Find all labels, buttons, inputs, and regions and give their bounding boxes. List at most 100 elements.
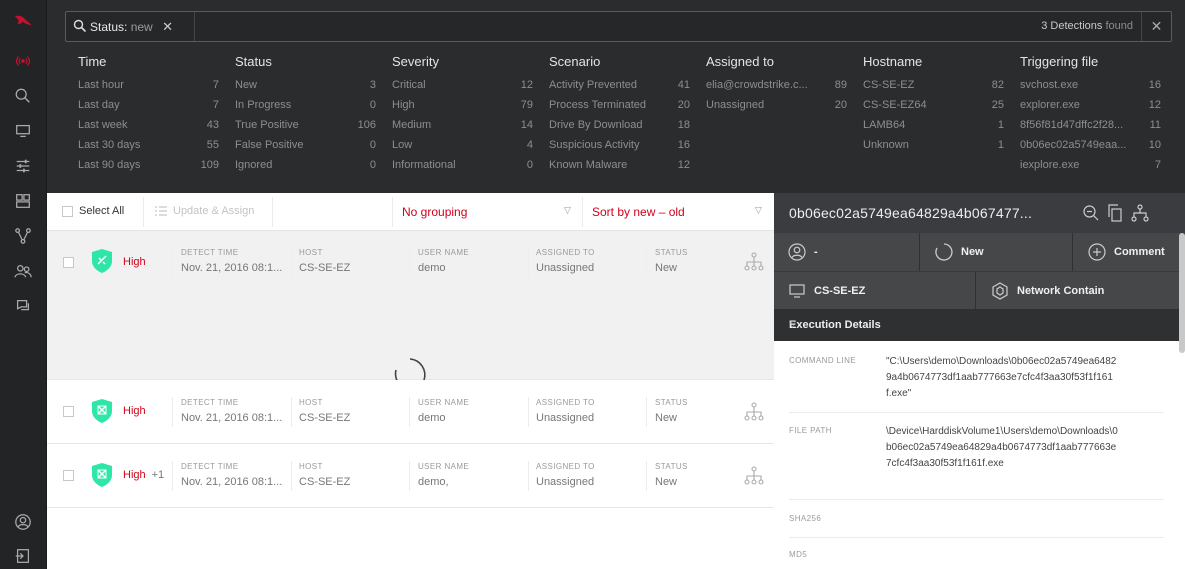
host-value: CS-SE-EZ xyxy=(299,412,351,424)
chevron-down-icon: ▽ xyxy=(564,205,571,215)
facet-row[interactable]: In Progress 0 xyxy=(235,99,376,119)
user-name-value: demo xyxy=(418,412,446,424)
detection-row[interactable]: High DETECT TIME Nov. 21, 2016 08:1... HO… xyxy=(47,231,774,391)
network-contain-button[interactable]: Network Contain xyxy=(977,272,1185,310)
graph-icon[interactable] xyxy=(13,226,33,246)
facet-row[interactable]: Unassigned 20 xyxy=(706,99,847,119)
facet-row[interactable]: iexplore.exe 7 xyxy=(1020,159,1161,179)
remove-filter-icon[interactable]: ✕ xyxy=(162,19,173,34)
host-button[interactable]: CS-SE-EZ xyxy=(774,272,976,310)
facet-label: Last week xyxy=(78,119,128,131)
process-tree-icon[interactable] xyxy=(744,402,764,422)
user-name-value: demo xyxy=(418,262,446,274)
facet-row[interactable]: Drive By Download 18 xyxy=(549,119,690,139)
select-all-checkbox[interactable] xyxy=(62,205,73,217)
facet-row[interactable]: Low 4 xyxy=(392,139,533,159)
facet-row[interactable]: Last day 7 xyxy=(78,99,219,119)
status-value: New xyxy=(655,262,678,274)
activity-icon[interactable] xyxy=(13,51,33,71)
host-icon xyxy=(789,284,805,298)
facet-row[interactable]: Last 90 days 109 xyxy=(78,159,219,179)
facet-row[interactable]: Ignored 0 xyxy=(235,159,376,179)
facet-row[interactable]: False Positive 0 xyxy=(235,139,376,159)
severity-label: High xyxy=(123,405,146,417)
field-label: MD5 xyxy=(789,550,808,559)
search-bar[interactable]: Status: new ✕ 3 Detections found ✕ xyxy=(65,11,1172,42)
chip-divider xyxy=(194,12,195,41)
execution-details-header[interactable]: Execution Details ▽ xyxy=(774,309,1185,341)
facet-title: Triggering file xyxy=(1020,54,1099,69)
configuration-icon[interactable] xyxy=(13,156,33,176)
facet-row[interactable]: Process Terminated 20 xyxy=(549,99,690,119)
column-divider xyxy=(291,397,292,427)
field-value: "C:\Users\demo\Downloads\0b06ec02a5749ea… xyxy=(886,356,1117,399)
row-checkbox[interactable] xyxy=(63,406,74,417)
logout-icon[interactable] xyxy=(13,546,33,566)
detection-row[interactable]: High DETECT TIME Nov. 21, 2016 08:1... HO… xyxy=(47,380,774,444)
filter-chip-status[interactable]: Status: new ✕ xyxy=(90,19,173,35)
detection-row[interactable]: High +1 DETECT TIME Nov. 21, 2016 08:1... … xyxy=(47,444,774,508)
facet-row[interactable]: True Positive 106 xyxy=(235,119,376,139)
column-label: HOST xyxy=(299,248,323,257)
clear-search-button[interactable]: ✕ xyxy=(1141,12,1171,41)
dashboards-icon[interactable] xyxy=(13,191,33,211)
facet-row[interactable]: Unknown 1 xyxy=(863,139,1004,159)
facet-count: 0 xyxy=(369,99,376,111)
facet-count: 3 xyxy=(369,79,376,91)
assigned-to-value: Unassigned xyxy=(536,262,595,274)
facet-row[interactable]: New 3 xyxy=(235,79,376,99)
facet-row[interactable]: High 79 xyxy=(392,99,533,119)
hosts-icon[interactable] xyxy=(13,121,33,141)
assignee-button[interactable]: - xyxy=(774,233,920,271)
facet-row[interactable]: LAMB64 1 xyxy=(863,119,1004,139)
facet-row[interactable]: Last hour 7 xyxy=(78,79,219,99)
scrollbar[interactable] xyxy=(1179,233,1185,353)
facet-label: CS-SE-EZ64 xyxy=(863,99,927,111)
facet-row[interactable]: explorer.exe 12 xyxy=(1020,99,1161,119)
copy-icon[interactable] xyxy=(1106,204,1124,222)
status-button[interactable]: New xyxy=(921,233,1073,271)
toolbar-divider xyxy=(582,197,583,227)
facet-row[interactable]: Last week 43 xyxy=(78,119,219,139)
facet-row[interactable]: Medium 14 xyxy=(392,119,533,139)
falcon-logo-icon[interactable] xyxy=(13,10,33,30)
facet-row[interactable]: Known Malware 12 xyxy=(549,159,690,179)
process-tree-icon[interactable] xyxy=(1131,204,1149,222)
process-tree-icon[interactable] xyxy=(744,466,764,486)
detection-detail-panel: 0b06ec02a5749ea64829a4b067477... - New C… xyxy=(774,193,1185,569)
facet-row[interactable]: elia@crowdstrike.c... 89 xyxy=(706,79,847,99)
facet-row[interactable]: Suspicious Activity 16 xyxy=(549,139,690,159)
column-label: HOST xyxy=(299,398,323,407)
facet-count: 12 xyxy=(1148,99,1161,111)
users-icon[interactable] xyxy=(13,261,33,281)
facet-row[interactable]: Activity Prevented 41 xyxy=(549,79,690,99)
account-icon[interactable] xyxy=(13,512,33,532)
assigned-to-value: Unassigned xyxy=(536,412,595,424)
toolbar-divider xyxy=(143,197,144,227)
row-checkbox[interactable] xyxy=(63,257,74,268)
search-hash-icon[interactable] xyxy=(1082,204,1100,222)
facet-row[interactable]: Last 30 days 55 xyxy=(78,139,219,159)
comment-button[interactable]: Comment xyxy=(1074,233,1185,271)
update-assign-button[interactable]: Update & Assign xyxy=(155,205,254,217)
row-checkbox[interactable] xyxy=(63,470,74,481)
detection-count-value: 3 Detections xyxy=(1041,20,1103,32)
facet-row[interactable]: Informational 0 xyxy=(392,159,533,179)
process-tree-icon[interactable] xyxy=(744,252,764,272)
facet-row[interactable]: svchost.exe 16 xyxy=(1020,79,1161,99)
field-label: COMMAND LINE xyxy=(789,356,857,365)
grouping-dropdown[interactable]: No grouping ▽ xyxy=(402,205,572,219)
facet-row[interactable]: CS-SE-EZ64 25 xyxy=(863,99,1004,119)
select-all[interactable]: Select All xyxy=(62,205,124,217)
facet-row[interactable]: CS-SE-EZ 82 xyxy=(863,79,1004,99)
sort-dropdown[interactable]: Sort by new – old ▽ xyxy=(592,205,767,219)
facet-row[interactable]: 0b06ec02a5749eaa... 10 xyxy=(1020,139,1161,159)
status-cell: STATUS New xyxy=(655,398,688,424)
support-icon[interactable] xyxy=(13,296,33,316)
facet-row[interactable]: 8f56f81d47dffc2f28... 11 xyxy=(1020,119,1161,139)
facet-row[interactable]: Critical 12 xyxy=(392,79,533,99)
facet-count: 16 xyxy=(1148,79,1161,91)
toolbar-divider xyxy=(392,197,393,227)
column-divider xyxy=(291,461,292,491)
investigate-icon[interactable] xyxy=(13,86,33,106)
